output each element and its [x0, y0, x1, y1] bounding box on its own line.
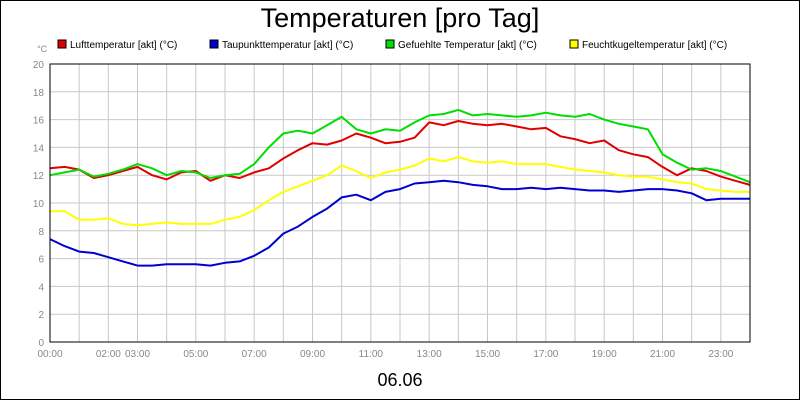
x-tick-label: 05:00: [183, 349, 208, 360]
x-tick-label: 19:00: [592, 349, 617, 360]
legend-swatch: [57, 39, 67, 49]
legend-label: Lufttemperatur [akt] (°C): [70, 40, 177, 51]
x-tick-label: 15:00: [475, 349, 500, 360]
chart-title: Temperaturen [pro Tag]: [261, 3, 540, 33]
series-group: [49, 108, 751, 267]
series-line-2: [49, 108, 751, 184]
x-tick-label: 07:00: [242, 349, 267, 360]
legend: Lufttemperatur [akt] (°C) Taupunkttempera…: [57, 39, 727, 51]
y-tick-label: 16: [33, 116, 45, 127]
x-tick-label: 11:00: [359, 349, 384, 360]
legend-swatch: [209, 39, 219, 49]
legend-swatch: [569, 39, 579, 49]
y-tick-label: 14: [33, 143, 45, 154]
series-line-1: [49, 179, 750, 267]
y-tick-label: 20: [33, 60, 45, 71]
x-tick-label: 00:00: [37, 349, 62, 360]
x-tick-label: 17:00: [533, 349, 558, 360]
y-tick-label: 18: [33, 88, 45, 99]
y-tick-label: 12: [33, 171, 45, 182]
x-tick-label: 03:00: [125, 349, 150, 360]
x-tick-label: 02:00: [96, 349, 121, 360]
series-line-0: [49, 120, 751, 186]
legend-swatch: [385, 39, 395, 49]
y-tick-label: 6: [38, 255, 44, 266]
y-tick-label: 2: [38, 310, 44, 321]
y-unit-label: °C: [37, 44, 48, 54]
legend-label: Gefuehlte Temperatur [akt] (°C): [398, 40, 537, 51]
x-tick-label: 09:00: [300, 349, 325, 360]
x-tick-labels: 00:00 02:00 03:00 05:00 07:00 09:00 11:00 13:00…: [37, 349, 733, 360]
legend-label: Feuchtkugeltemperatur [akt] (°C): [582, 40, 727, 51]
legend-label: Taupunkttemperatur [akt] (°C): [222, 40, 353, 51]
plot-frame: [49, 63, 751, 343]
date-label: 06.06: [377, 370, 422, 390]
x-tick-label: 23:00: [708, 349, 733, 360]
y-tick-label: 0: [38, 338, 44, 349]
series-line-3: [50, 156, 750, 227]
y-tick-label: 4: [38, 282, 44, 293]
x-tick-label: 13:00: [417, 349, 442, 360]
y-tick-labels: 0 2 4 6 8 10 12 14 16 18 20: [33, 60, 45, 349]
x-tick-label: 21:00: [650, 349, 675, 360]
y-tick-label: 10: [33, 199, 45, 210]
y-tick-label: 8: [38, 227, 44, 238]
